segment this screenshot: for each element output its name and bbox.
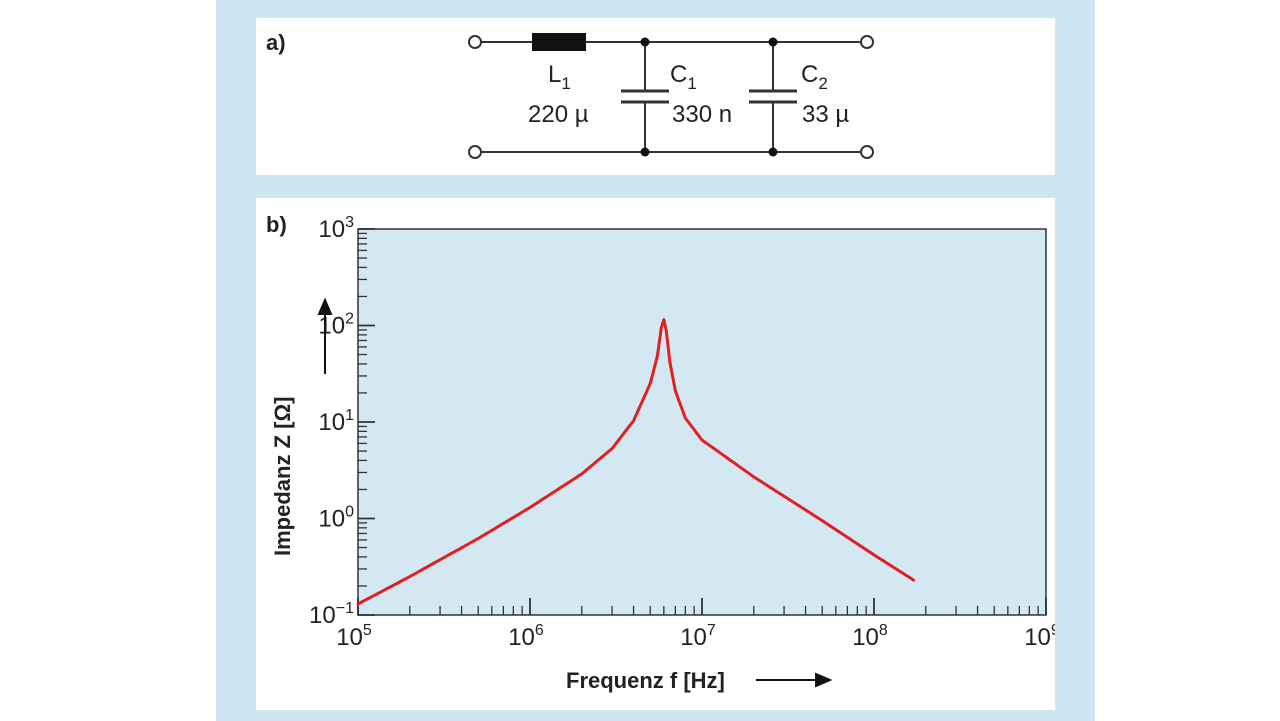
c1-value: 330 n: [672, 101, 732, 128]
junction-dot: [768, 37, 778, 47]
terminal-out-bottom: [860, 145, 874, 159]
junction-dot: [640, 37, 650, 47]
y-tick-label: 101: [318, 407, 354, 436]
y-tick-label: 100: [318, 504, 354, 533]
impedance-curve: [356, 318, 916, 606]
terminal-in-top: [468, 35, 482, 49]
inductor-l1-symbol: [532, 33, 586, 51]
c2-value: 33 µ: [802, 101, 849, 128]
panel-b-chart: b) 105 106 107 108 109 10−1 100 101 102 103 Frequ…: [256, 198, 1055, 710]
terminal-out-top: [860, 35, 874, 49]
circuit-schematic: L1 220 µ C1 330 n C2 33 µ: [468, 33, 874, 159]
panel-a-circuit: a): [256, 18, 1055, 175]
x-tick-label: 108: [852, 622, 888, 651]
l1-value: 220 µ: [528, 101, 589, 128]
plot-area: [357, 228, 1047, 616]
y-tick-label: 102: [318, 311, 354, 340]
junction-dot: [768, 147, 778, 157]
terminal-in-bottom: [468, 145, 482, 159]
y-tick-label: 10−1: [309, 600, 354, 629]
x-tick-label: 107: [680, 622, 716, 651]
figure-background: a): [216, 0, 1095, 721]
c1-label: C1: [670, 61, 697, 93]
junction-dot: [640, 147, 650, 157]
panel-b-label: b): [266, 212, 287, 237]
panel-a-label: a): [266, 30, 286, 55]
x-axis-arrow-head: [815, 672, 833, 688]
x-tick-label: 109: [1024, 622, 1055, 651]
c2-label: C2: [801, 61, 828, 93]
x-tick-label: 105: [336, 622, 372, 651]
y-axis-arrow-head: [317, 297, 333, 315]
x-tick-label: 106: [508, 622, 544, 651]
impedance-chart: 105 106 107 108 109 10−1 100 101 102 103 Frequenz…: [270, 214, 1055, 693]
y-tick-label: 103: [318, 214, 354, 243]
y-axis-title: Impedanz Z [Ω]: [270, 397, 295, 556]
l1-label: L1: [548, 61, 571, 93]
x-axis-title: Frequenz f [Hz]: [566, 668, 725, 693]
